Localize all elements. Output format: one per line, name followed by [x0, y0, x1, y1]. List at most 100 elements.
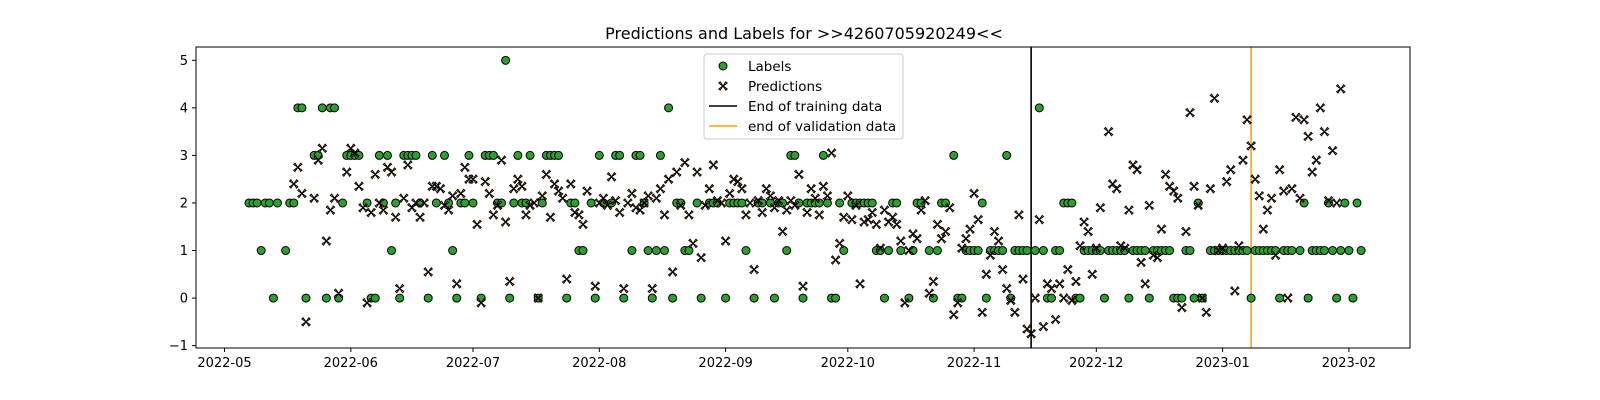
label-point — [1067, 198, 1077, 208]
prediction-point — [826, 148, 837, 158]
prediction-point — [1054, 278, 1065, 289]
prediction-point — [492, 200, 503, 211]
prediction-point — [1152, 252, 1163, 263]
label-point — [1344, 246, 1354, 256]
label-point — [1348, 293, 1358, 303]
prediction-point — [480, 176, 491, 187]
prediction-point — [565, 179, 576, 189]
prediction-point — [329, 193, 340, 204]
prediction-point — [977, 307, 988, 318]
label-point — [782, 246, 792, 256]
label-point — [892, 198, 902, 208]
prediction-point — [961, 233, 971, 244]
label-point — [537, 198, 547, 208]
legend-predictions-marker — [718, 81, 728, 91]
prediction-point — [468, 174, 478, 185]
prediction-point — [1209, 93, 1220, 104]
label-point — [998, 246, 1008, 256]
legend-labels-text: Labels — [748, 59, 791, 75]
prediction-point — [952, 297, 963, 308]
label-point — [619, 293, 629, 303]
prediction-point — [863, 214, 874, 225]
prediction-point — [1246, 141, 1257, 151]
label-point — [643, 246, 653, 256]
prediction-point — [1205, 183, 1216, 194]
label-point — [721, 293, 731, 303]
label-point — [1275, 293, 1285, 303]
prediction-point — [899, 297, 910, 308]
prediction-point — [1331, 198, 1342, 208]
label-point — [1099, 293, 1109, 303]
prediction-point — [741, 209, 751, 220]
label-point — [741, 246, 751, 256]
label-point — [395, 293, 405, 303]
prediction-point — [757, 207, 768, 218]
prediction-point — [1315, 102, 1326, 113]
prediction-point — [1185, 107, 1195, 118]
label-point — [835, 198, 845, 208]
label-point — [932, 246, 942, 256]
prediction-point — [521, 209, 531, 220]
label-point — [272, 198, 282, 208]
prediction-point — [1034, 214, 1045, 225]
label-point — [513, 150, 523, 160]
label-point — [387, 246, 397, 256]
prediction-point — [1181, 226, 1191, 237]
prediction-point — [1132, 164, 1142, 175]
x-tick-label: 2022-05 — [197, 356, 251, 371]
legend-training-text: End of training data — [748, 99, 882, 115]
label-point — [382, 150, 392, 160]
label-point — [973, 246, 983, 256]
prediction-point — [1234, 240, 1244, 251]
label-point — [1002, 150, 1012, 160]
prediction-point — [1038, 321, 1049, 332]
prediction-point — [1156, 224, 1167, 235]
prediction-point — [1291, 112, 1301, 123]
label-point — [554, 150, 564, 160]
prediction-point — [1282, 293, 1293, 303]
label-point — [867, 198, 877, 208]
prediction-point — [761, 183, 772, 194]
prediction-point — [708, 160, 719, 170]
y-tick-label: 1 — [180, 244, 188, 259]
prediction-point — [822, 190, 833, 201]
prediction-point — [904, 245, 914, 256]
prediction-point — [1079, 217, 1089, 227]
prediction-point — [362, 297, 372, 308]
label-point — [431, 198, 441, 208]
prediction-point — [1062, 264, 1073, 275]
prediction-point — [1005, 295, 1016, 306]
prediction-point — [692, 167, 702, 177]
label-point — [737, 198, 747, 208]
label-point — [692, 198, 702, 208]
prediction-point — [472, 219, 482, 230]
prediction-point — [500, 217, 511, 227]
prediction-point — [675, 200, 686, 211]
label-point — [1295, 246, 1305, 256]
plot-frame — [195, 46, 1411, 349]
label-point — [696, 293, 706, 303]
label-point — [839, 246, 849, 256]
prediction-point — [679, 157, 690, 168]
prediction-point — [358, 202, 368, 213]
label-point — [509, 198, 519, 208]
prediction-point — [688, 238, 698, 249]
prediction-point — [459, 162, 470, 173]
label-point — [790, 150, 800, 160]
prediction-point — [663, 174, 674, 185]
prediction-point — [696, 252, 707, 263]
prediction-point — [451, 278, 462, 289]
prediction-point — [1217, 243, 1228, 254]
prediction-point — [1050, 314, 1061, 325]
x-tick-label: 2022-10 — [821, 356, 875, 371]
label-point — [831, 293, 841, 303]
label-point — [1047, 293, 1057, 303]
label-point — [488, 150, 498, 160]
prediction-point — [504, 276, 515, 287]
label-point — [949, 150, 959, 160]
label-point — [1075, 293, 1085, 303]
label-point — [1340, 198, 1350, 208]
prediction-point — [1323, 195, 1334, 206]
prediction-point — [1014, 209, 1024, 220]
label-point — [586, 198, 596, 208]
